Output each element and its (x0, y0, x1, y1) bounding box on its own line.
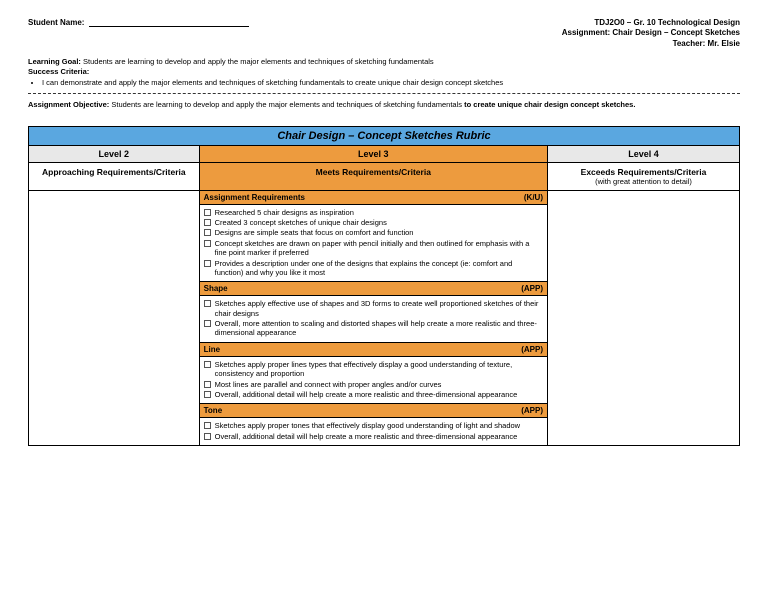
criteria-list: Sketches apply proper tones that effecti… (204, 421, 543, 441)
section-name: Shape (204, 284, 228, 293)
checkbox-icon (204, 300, 211, 307)
criteria-item: Designs are simple seats that focus on c… (204, 228, 543, 237)
success-criteria-label: Success Criteria: (28, 67, 89, 76)
level-4-header: Level 4 (548, 145, 740, 162)
section-name: Tone (204, 406, 223, 415)
criteria-item: Researched 5 chair designs as inspiratio… (204, 208, 543, 217)
criteria-text: Researched 5 chair designs as inspiratio… (215, 208, 354, 217)
checkbox-icon (204, 219, 211, 226)
checkbox-icon (204, 260, 211, 267)
table-row: Assignment Requirements (K/U) (29, 190, 740, 204)
objective-label: Assignment Objective: (28, 100, 109, 109)
criteria-item: Provides a description under one of the … (204, 259, 543, 278)
level-3-header: Level 3 (199, 145, 547, 162)
student-name-label: Student Name: (28, 18, 84, 27)
section-name: Assignment Requirements (204, 193, 305, 202)
requirements-row: Approaching Requirements/Criteria Meets … (29, 162, 740, 190)
objective-emphasis: to create unique chair design concept sk… (464, 100, 635, 109)
criteria-text: Concept sketches are drawn on paper with… (215, 239, 543, 258)
learning-goal: Learning Goal: Students are learning to … (28, 57, 740, 67)
level-header-row: Level 2 Level 3 Level 4 (29, 145, 740, 162)
checkbox-icon (204, 229, 211, 236)
criteria-item: Overall, more attention to scaling and d… (204, 319, 543, 338)
req-level-4-sub: (with great attention to detail) (552, 177, 735, 186)
section-head-tone: Tone (APP) (199, 404, 547, 418)
meta-block: Learning Goal: Students are learning to … (28, 57, 740, 88)
rubric-title-row: Chair Design – Concept Sketches Rubric (29, 126, 740, 145)
criteria-item: Concept sketches are drawn on paper with… (204, 239, 543, 258)
criteria-text: Overall, additional detail will help cre… (215, 390, 518, 399)
learning-goal-text: Students are learning to develop and app… (83, 57, 434, 66)
teacher-name: Teacher: Mr. Elsie (562, 39, 740, 49)
checkbox-icon (204, 422, 211, 429)
checkbox-icon (204, 361, 211, 368)
req-level-3: Meets Requirements/Criteria (199, 162, 547, 190)
checkbox-icon (204, 209, 211, 216)
section-head-assignment-requirements: Assignment Requirements (K/U) (199, 190, 547, 204)
section-tag: (APP) (521, 284, 543, 293)
document-header: Student Name: TDJ2O0 – Gr. 10 Technologi… (28, 18, 740, 49)
criteria-cell: Sketches apply proper tones that effecti… (199, 418, 547, 446)
criteria-text: Created 3 concept sketches of unique cha… (215, 218, 387, 227)
checkbox-icon (204, 433, 211, 440)
criteria-item: Created 3 concept sketches of unique cha… (204, 218, 543, 227)
assignment-title: Assignment: Chair Design – Concept Sketc… (562, 28, 740, 38)
criteria-text: Overall, more attention to scaling and d… (215, 319, 543, 338)
divider-line (28, 93, 740, 94)
criteria-cell: Researched 5 chair designs as inspiratio… (199, 204, 547, 282)
criteria-item: Most lines are parallel and connect with… (204, 380, 543, 389)
student-name-line (89, 19, 249, 27)
criteria-cell: Sketches apply effective use of shapes a… (199, 296, 547, 343)
criteria-item: Sketches apply proper tones that effecti… (204, 421, 543, 430)
section-head-shape: Shape (APP) (199, 282, 547, 296)
req-level-2: Approaching Requirements/Criteria (29, 162, 200, 190)
section-tag: (APP) (521, 345, 543, 354)
req-level-4-text: Exceeds Requirements/Criteria (581, 167, 707, 177)
checkbox-icon (204, 381, 211, 388)
rubric-title: Chair Design – Concept Sketches Rubric (29, 126, 740, 145)
course-info: TDJ2O0 – Gr. 10 Technological Design Ass… (562, 18, 740, 49)
level-2-column (29, 190, 200, 445)
criteria-text: Designs are simple seats that focus on c… (215, 228, 414, 237)
rubric-table: Chair Design – Concept Sketches Rubric L… (28, 126, 740, 446)
criteria-text: Overall, additional detail will help cre… (215, 432, 518, 441)
criteria-list: Sketches apply proper lines types that e… (204, 360, 543, 400)
section-tag: (APP) (521, 406, 543, 415)
objective-text: Students are learning to develop and app… (111, 100, 464, 109)
criteria-list: Sketches apply effective use of shapes a… (204, 299, 543, 338)
criteria-text: Sketches apply effective use of shapes a… (215, 299, 543, 318)
success-criteria-item: I can demonstrate and apply the major el… (42, 78, 740, 88)
section-tag: (K/U) (524, 193, 543, 202)
criteria-text: Provides a description under one of the … (215, 259, 543, 278)
assignment-objective: Assignment Objective: Students are learn… (28, 98, 740, 112)
criteria-text: Sketches apply proper lines types that e… (215, 360, 543, 379)
success-criteria: Success Criteria: I can demonstrate and … (28, 67, 740, 88)
student-name-field: Student Name: (28, 18, 249, 27)
criteria-item: Sketches apply proper lines types that e… (204, 360, 543, 379)
level-2-header: Level 2 (29, 145, 200, 162)
checkbox-icon (204, 320, 211, 327)
criteria-text: Sketches apply proper tones that effecti… (215, 421, 520, 430)
req-level-4: Exceeds Requirements/Criteria (with grea… (548, 162, 740, 190)
criteria-item: Overall, additional detail will help cre… (204, 432, 543, 441)
learning-goal-label: Learning Goal: (28, 57, 81, 66)
checkbox-icon (204, 391, 211, 398)
criteria-cell: Sketches apply proper lines types that e… (199, 356, 547, 404)
criteria-item: Overall, additional detail will help cre… (204, 390, 543, 399)
course-code: TDJ2O0 – Gr. 10 Technological Design (562, 18, 740, 28)
level-4-column (548, 190, 740, 445)
criteria-item: Sketches apply effective use of shapes a… (204, 299, 543, 318)
section-head-line: Line (APP) (199, 342, 547, 356)
checkbox-icon (204, 240, 211, 247)
section-name: Line (204, 345, 220, 354)
criteria-text: Most lines are parallel and connect with… (215, 380, 442, 389)
criteria-list: Researched 5 chair designs as inspiratio… (204, 208, 543, 278)
